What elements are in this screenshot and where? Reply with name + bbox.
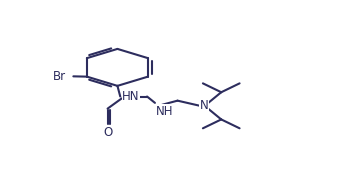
- Text: O: O: [103, 126, 113, 139]
- Text: Br: Br: [53, 70, 66, 83]
- Text: HN: HN: [122, 90, 140, 103]
- Text: N: N: [200, 99, 209, 112]
- Text: NH: NH: [155, 105, 173, 118]
